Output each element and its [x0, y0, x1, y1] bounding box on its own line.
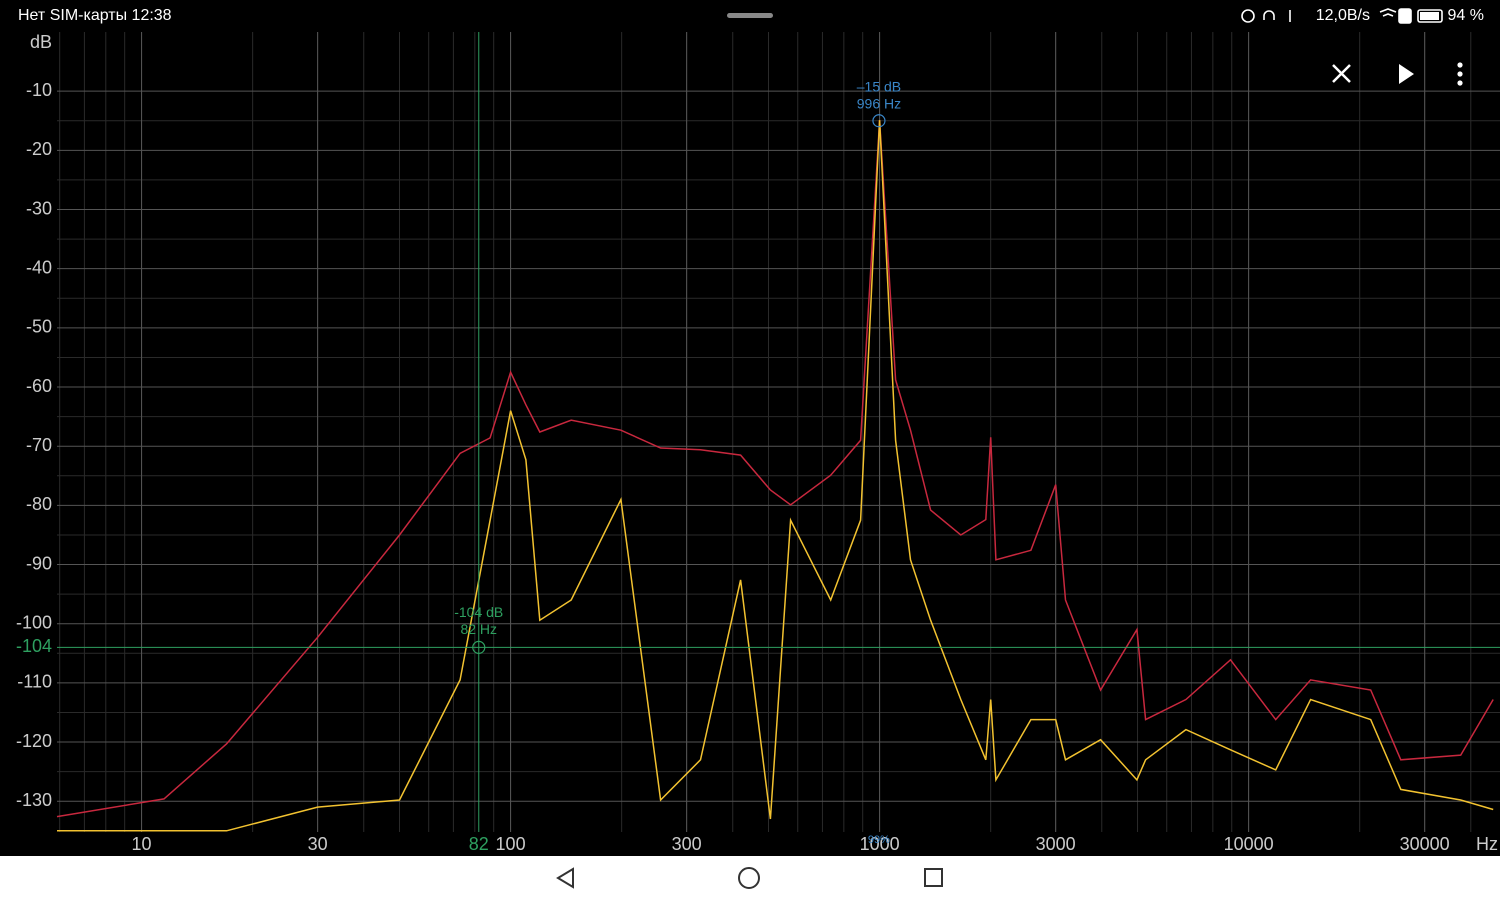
y-tick-label: -60 — [26, 376, 52, 396]
cursor-x-bg — [464, 834, 493, 854]
cursor-hz: 82 Hz — [460, 621, 497, 637]
nav-home[interactable] — [738, 867, 760, 889]
plot: 10 30 100 300 1000 3000 10000 30000 -10 -20 -30 -40… — [0, 32, 1500, 854]
close-button[interactable] — [1332, 64, 1351, 83]
nav-back[interactable] — [556, 867, 574, 889]
cursor-x-label: 82 — [469, 834, 489, 854]
cursor-db: -104 dB — [454, 604, 503, 620]
x-tick-label: 30000 — [1400, 834, 1450, 854]
x-tick-label: 10000 — [1224, 834, 1274, 854]
y-tick-label: -10 — [26, 80, 52, 100]
peak-hz: 996 Hz — [857, 95, 901, 111]
spectrum-line — [57, 120, 1494, 832]
nav-bar — [0, 856, 1500, 900]
spectrum-line — [56, 120, 1494, 818]
status-left: Нет SIM-карты 12:38 — [18, 7, 172, 24]
status-speed: 12,0B/s — [1316, 7, 1370, 24]
status-icons — [1241, 8, 1443, 24]
y-tick-label: -80 — [26, 494, 52, 514]
cursor-point — [472, 640, 486, 654]
drag-handle — [727, 13, 773, 18]
x-tick-label: 100 — [496, 834, 526, 854]
y-tick-label: -100 — [16, 612, 52, 632]
x-tick-label: 1000 — [860, 834, 900, 854]
play-button[interactable] — [1399, 64, 1414, 84]
peak-marker — [872, 114, 886, 128]
x-tick-label: 300 — [672, 834, 702, 854]
x-unit: Hz — [1476, 834, 1498, 854]
y-tick-label: -40 — [26, 257, 52, 277]
y-tick-label: -50 — [26, 317, 52, 337]
y-tick-label: -20 — [26, 139, 52, 159]
y-tick-label: -30 — [26, 198, 52, 218]
y-tick-label: -120 — [16, 731, 52, 751]
status-battery: 94 % — [1448, 7, 1484, 24]
y-tick-label: -130 — [16, 790, 52, 810]
y-tick-label: -70 — [26, 435, 52, 455]
menu-button[interactable] — [1457, 62, 1463, 86]
extra-label: 99% — [868, 834, 890, 846]
x-tick-label: 10 — [132, 834, 152, 854]
y-unit: dB — [30, 32, 52, 52]
x-tick-label: 30 — [308, 834, 328, 854]
y-tick-label: -110 — [17, 672, 52, 692]
nav-recent[interactable] — [924, 868, 943, 887]
cursor-y-label: -104 — [16, 636, 52, 656]
x-tick-label: 3000 — [1036, 834, 1076, 854]
y-tick-label: -90 — [26, 553, 52, 573]
cursor-y-bg — [0, 637, 55, 658]
peak-db: –15 dB — [857, 78, 901, 94]
